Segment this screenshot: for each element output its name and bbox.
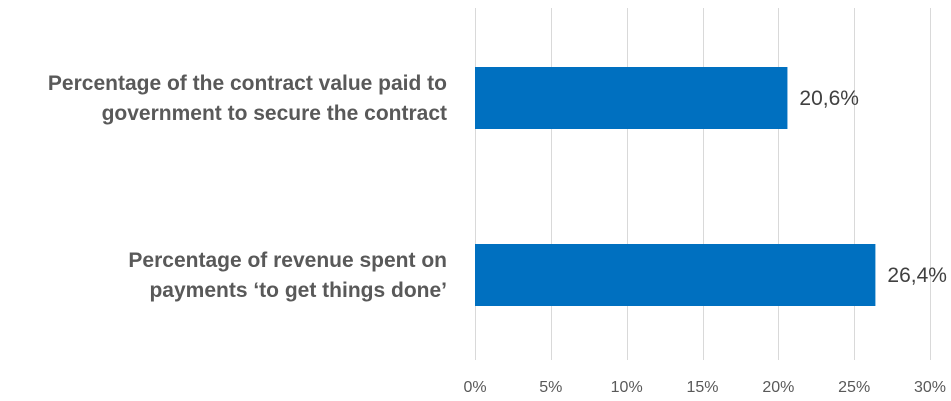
x-tick-label: 0%	[463, 379, 486, 396]
x-tick-label: 15%	[686, 379, 718, 396]
x-tick-label: 20%	[762, 379, 794, 396]
data-label: 26,4%	[887, 264, 947, 287]
category-label: Percentage of revenue spent on	[128, 249, 447, 272]
category-labels: Percentage of the contract value paid to…	[48, 72, 447, 302]
bar	[475, 244, 875, 306]
x-tick-label: 10%	[611, 379, 643, 396]
bar	[475, 67, 787, 129]
category-label: government to secure the contract	[102, 102, 447, 125]
data-label: 20,6%	[799, 87, 859, 110]
category-label: payments ‘to get things done’	[149, 279, 447, 302]
x-tick-label: 25%	[838, 379, 870, 396]
x-axis-tick-labels: 0% 5% 10% 15% 20% 25% 30%	[463, 379, 946, 396]
category-label: Percentage of the contract value paid to	[48, 72, 447, 95]
x-tick-label: 30%	[914, 379, 946, 396]
gridlines	[476, 8, 931, 360]
x-tick-label: 5%	[539, 379, 562, 396]
